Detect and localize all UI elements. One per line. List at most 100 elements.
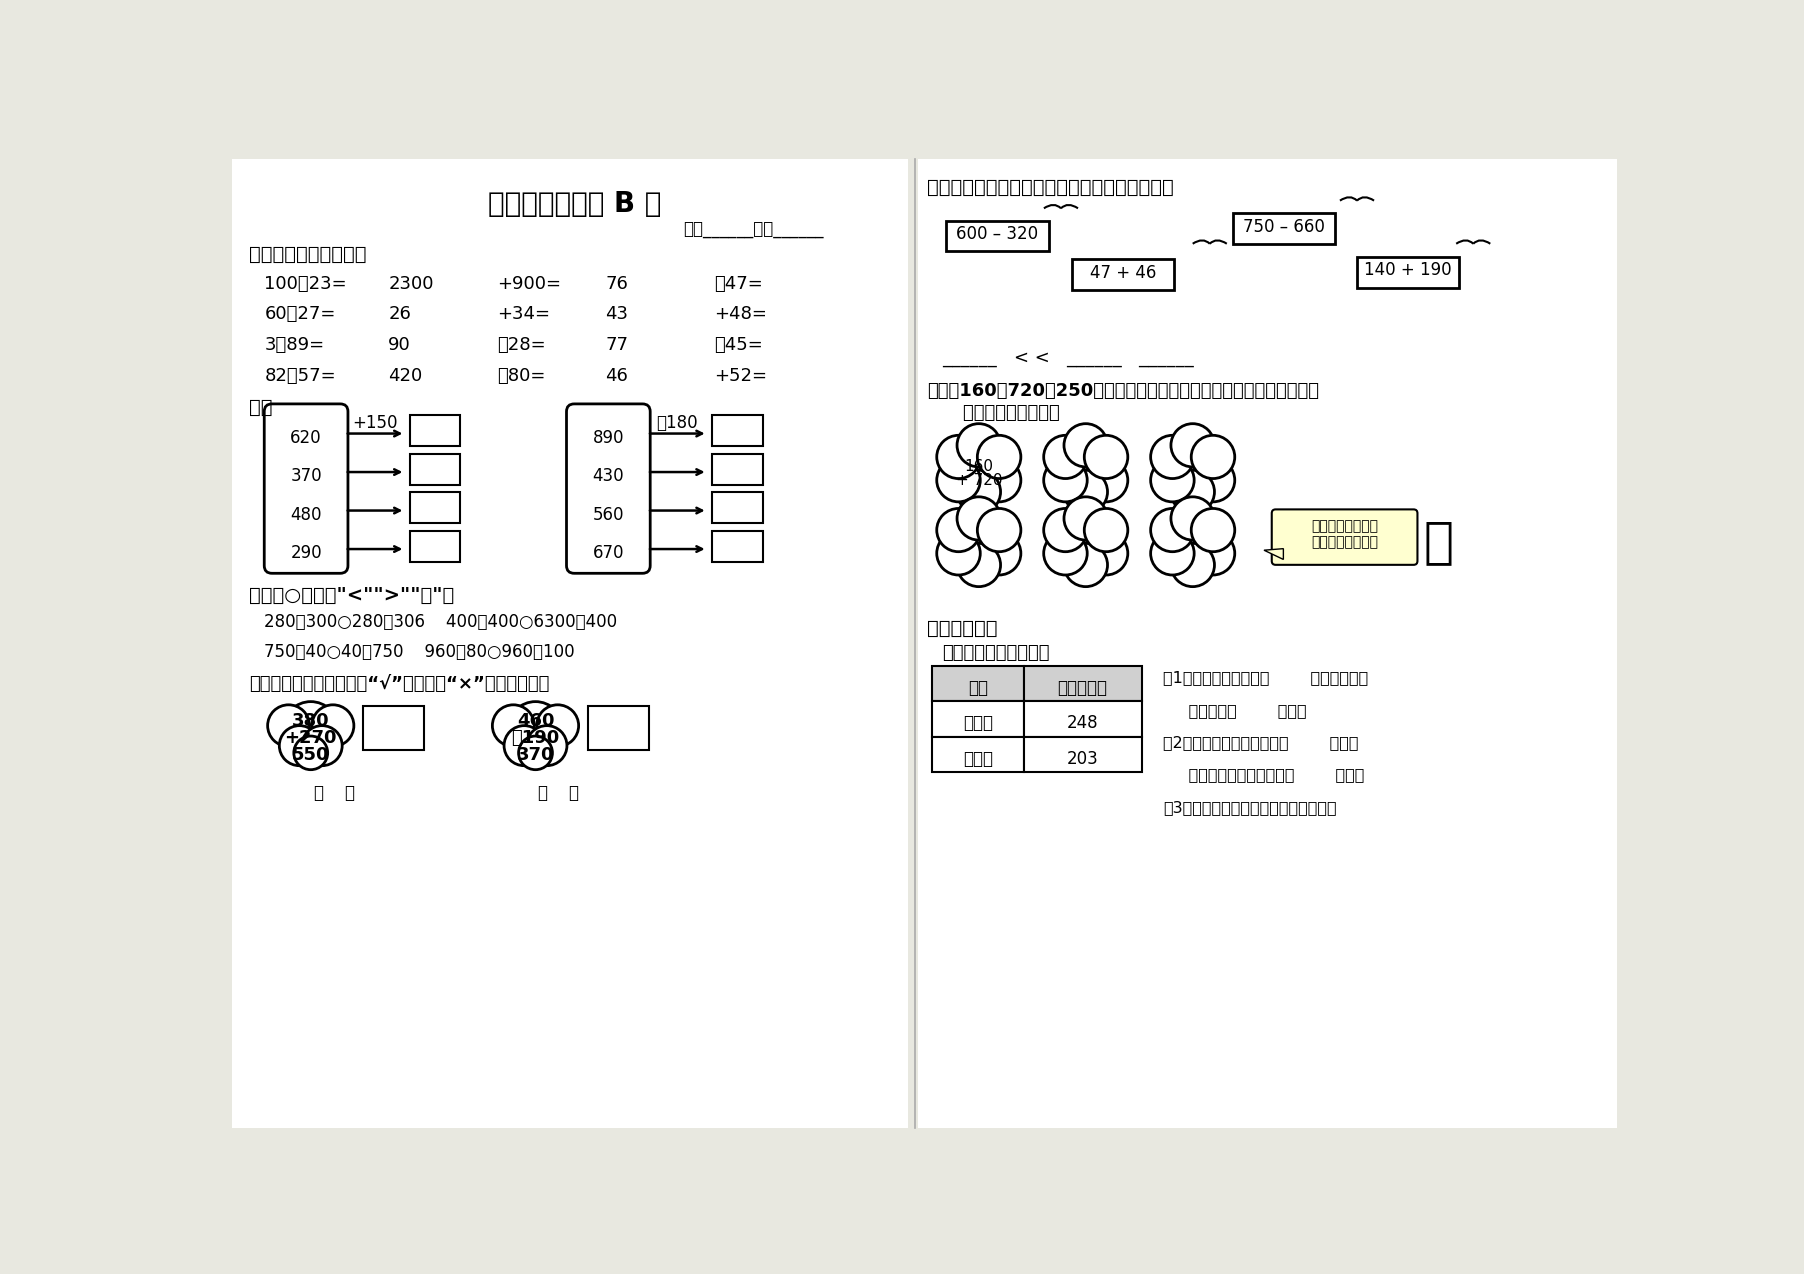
Text: 二、: 二、 (249, 397, 272, 417)
Text: （    ）: （ ） (538, 785, 579, 803)
Text: 一、二年级人数统计表: 一、二年级人数统计表 (942, 645, 1050, 662)
Circle shape (1064, 470, 1108, 513)
Circle shape (936, 459, 980, 502)
Text: －80=: －80= (496, 367, 545, 385)
Circle shape (936, 436, 980, 479)
Circle shape (301, 726, 343, 766)
Text: 430: 430 (592, 468, 624, 485)
Circle shape (958, 497, 1001, 540)
Text: 203: 203 (1066, 749, 1099, 768)
Text: 420: 420 (388, 367, 422, 385)
Text: 290: 290 (290, 544, 321, 562)
Circle shape (1064, 424, 1108, 466)
Circle shape (1171, 470, 1214, 513)
Circle shape (312, 705, 354, 747)
Text: 140 + 190: 140 + 190 (1364, 261, 1452, 279)
Text: 480: 480 (290, 506, 321, 524)
Text: 370: 370 (290, 468, 321, 485)
Text: 460: 460 (516, 712, 554, 730)
Circle shape (958, 424, 1001, 466)
Bar (363, 706, 424, 750)
Circle shape (1171, 424, 1214, 466)
Text: －47=: －47= (714, 274, 763, 293)
Text: 100－23=: 100－23= (263, 274, 346, 293)
Circle shape (1151, 508, 1194, 552)
Text: 750＋40○40＋750    960－80○960－100: 750＋40○40＋750 960－80○960－100 (263, 642, 575, 661)
Text: 二年级: 二年级 (963, 749, 992, 768)
Text: 77: 77 (606, 336, 628, 354)
Bar (933, 736, 1023, 772)
Text: 一年级比二年级大概多（        ）人。: 一年级比二年级大概多（ ）人。 (1164, 767, 1364, 782)
Circle shape (1191, 459, 1234, 502)
Bar (1023, 666, 1142, 701)
Circle shape (518, 736, 552, 769)
Text: 47 + 46: 47 + 46 (1090, 264, 1156, 282)
Bar (713, 531, 763, 562)
Bar (933, 666, 1023, 701)
Text: 人: 人 (1423, 519, 1454, 567)
Circle shape (1064, 544, 1108, 586)
Bar (410, 415, 460, 446)
Text: 600 – 320: 600 – 320 (956, 225, 1039, 243)
Text: 人数大概（        ）人。: 人数大概（ ）人。 (1164, 703, 1306, 717)
Bar (410, 493, 460, 524)
Text: +150: +150 (352, 414, 399, 432)
Text: 890: 890 (592, 429, 624, 447)
Text: －190: －190 (511, 729, 559, 747)
Text: 160: 160 (965, 460, 994, 474)
Circle shape (267, 705, 310, 747)
Bar (1072, 259, 1174, 290)
Text: +48=: +48= (714, 306, 767, 324)
Text: 620: 620 (290, 429, 321, 447)
Text: 边写出来，并计算。: 边写出来，并计算。 (938, 404, 1061, 422)
Bar (1232, 213, 1335, 243)
Circle shape (492, 705, 534, 747)
Text: 年级: 年级 (969, 679, 989, 697)
Circle shape (283, 702, 337, 755)
Text: +52=: +52= (714, 367, 767, 385)
Text: 43: 43 (606, 306, 628, 324)
Bar (410, 531, 460, 562)
Text: 2300: 2300 (388, 274, 433, 293)
Text: 五、把以下算式按得数大小，从小到大排一行。: 五、把以下算式按得数大小，从小到大排一行。 (927, 177, 1174, 196)
Circle shape (1084, 508, 1128, 552)
Text: +34=: +34= (496, 306, 550, 324)
FancyBboxPatch shape (1272, 510, 1418, 564)
Circle shape (1191, 436, 1234, 479)
Circle shape (1084, 531, 1128, 575)
Text: 七、估一估。: 七、估一估。 (927, 619, 998, 638)
Circle shape (1151, 436, 1194, 479)
Circle shape (280, 726, 319, 766)
Text: －180: －180 (657, 414, 698, 432)
Text: （1）一年级人数靠近（        ）人，二年级: （1）一年级人数靠近（ ）人，二年级 (1164, 670, 1369, 685)
Text: 46: 46 (606, 367, 628, 385)
Circle shape (1064, 497, 1108, 540)
Circle shape (1045, 436, 1088, 479)
Circle shape (978, 531, 1021, 575)
Circle shape (538, 705, 579, 747)
Text: －45=: －45= (714, 336, 763, 354)
Polygon shape (1265, 549, 1283, 559)
Text: （3）你估的结果和其余同学都同样吗？: （3）你估的结果和其余同学都同样吗？ (1164, 800, 1337, 814)
Circle shape (1171, 544, 1214, 586)
Text: 82－57=: 82－57= (263, 367, 336, 385)
Text: + 720: + 720 (956, 473, 1001, 488)
Bar (713, 415, 763, 446)
Circle shape (978, 508, 1021, 552)
Text: 380: 380 (292, 712, 330, 730)
Text: （2）一、二年级大概共有（        ）人，: （2）一、二年级大概共有（ ）人， (1164, 735, 1358, 750)
Bar (933, 701, 1023, 736)
Text: +900=: +900= (496, 274, 561, 293)
Text: 第二单元测试题 B 卷: 第二单元测试题 B 卷 (487, 190, 660, 218)
Text: 姓名______分数______: 姓名______分数______ (682, 220, 823, 238)
Bar (1023, 701, 1142, 736)
Text: 280＋300○280＋306    400－400○6300－400: 280＋300○280＋306 400－400○6300－400 (263, 613, 617, 632)
Circle shape (509, 702, 563, 755)
Text: 550: 550 (292, 745, 330, 764)
Circle shape (1171, 497, 1214, 540)
Circle shape (503, 726, 545, 766)
FancyBboxPatch shape (263, 404, 348, 573)
Bar (1357, 257, 1459, 288)
Text: 750 – 660: 750 – 660 (1243, 218, 1326, 236)
Circle shape (294, 736, 328, 769)
